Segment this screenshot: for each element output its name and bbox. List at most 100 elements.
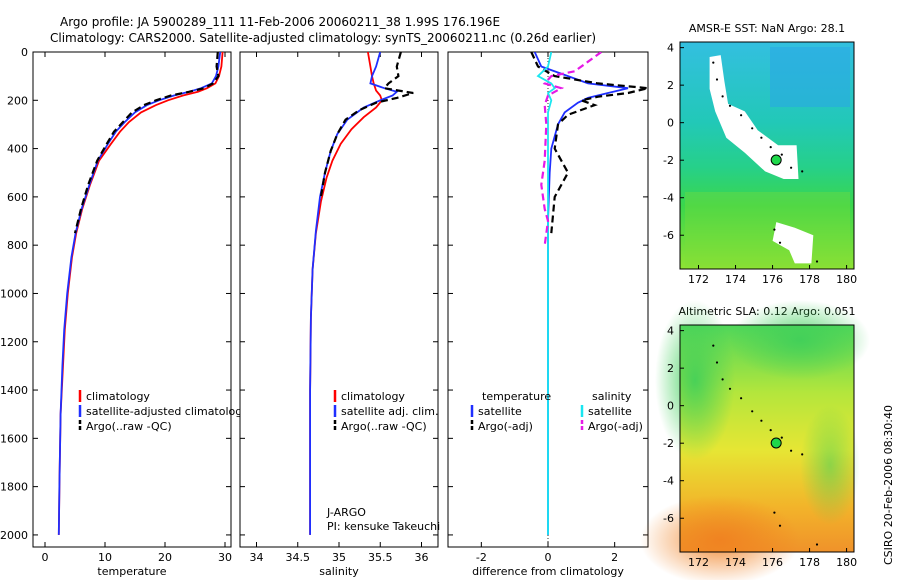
- island-marker: [801, 170, 804, 173]
- map-y-tick-label: 4: [667, 325, 674, 338]
- island-marker: [751, 127, 754, 130]
- amsre-sst-title: AMSR-E SST: NaN Argo: 28.1: [689, 22, 845, 35]
- sst-map-panel: AMSR-E SST: NaN Argo: 28.1 172 174 176 178 18…: [663, 22, 857, 286]
- map-y-tick-label: -2: [663, 154, 674, 167]
- difference-series-salinity-argo-adj-: [540, 52, 602, 246]
- map-y-tick-label: 0: [667, 117, 674, 130]
- legend-entry: Argo(-adj): [478, 420, 533, 433]
- legend-group-heading: temperature: [482, 390, 551, 403]
- difference-series-salinity-satellite: [536, 52, 556, 535]
- y-tick-label: 1600: [0, 432, 28, 445]
- float-program-label: J-ARGO: [326, 506, 366, 519]
- island-marker: [769, 429, 772, 432]
- difference-series-temperature-argo-adj-: [530, 52, 648, 234]
- salinity-profile-panel: 34 34.5 35 35.5 36 salinity climatology satelli…: [239, 51, 439, 578]
- sla-low-anomaly-region: [655, 300, 735, 460]
- y-tick-label: 0: [21, 46, 28, 59]
- island-marker: [790, 449, 793, 452]
- island-marker: [773, 511, 776, 514]
- y-tick-label: 1400: [0, 384, 28, 397]
- map-x-tick-label: 174: [725, 556, 746, 569]
- map-y-tick-label: -4: [663, 475, 674, 488]
- map-x-tick-label: 176: [762, 273, 783, 286]
- x-tick-label: 34: [250, 551, 264, 564]
- island-marker: [801, 453, 804, 456]
- temperature-series-argo-raw-qc-: [73, 52, 220, 234]
- y-tick-label: 1800: [0, 481, 28, 494]
- temperature-profile-panel: 0 200 400 600 800 1000 1200 1400 1600 1800 2000 0 10…: [0, 46, 249, 578]
- map-y-tick-label: -6: [663, 229, 674, 242]
- salinity-series-argo-raw-qc-: [319, 52, 414, 198]
- sst-no-data-patch: [772, 222, 814, 264]
- sla-low-anomaly-region: [730, 300, 870, 380]
- map-x-tick-label: 178: [799, 273, 820, 286]
- temperature-x-axis-label: temperature: [97, 565, 166, 578]
- island-marker: [815, 260, 819, 263]
- legend-entry: satellite adj. clim.: [341, 405, 438, 418]
- map-y-tick-label: 2: [667, 362, 674, 375]
- island-marker: [712, 61, 715, 64]
- island-marker: [780, 436, 783, 439]
- altimetric-sla-frame: [679, 324, 855, 553]
- y-tick-label: 600: [7, 191, 28, 204]
- island-marker: [778, 524, 782, 527]
- map-x-tick-label: 178: [799, 556, 820, 569]
- sla-low-anomaly-region: [800, 405, 860, 525]
- map-y-tick-label: -6: [663, 512, 674, 525]
- x-tick-label: 35.5: [368, 551, 393, 564]
- salinity-series-satellite-adj-clim-: [309, 52, 399, 535]
- island-marker: [780, 153, 783, 156]
- x-tick-label: 35: [332, 551, 346, 564]
- x-tick-label: 20: [158, 551, 172, 564]
- figure-title-line1: Argo profile: JA 5900289_111 11-Feb-2006…: [60, 15, 500, 29]
- legend-entry: climatology: [341, 390, 405, 403]
- island-marker: [778, 241, 782, 244]
- map-y-tick-label: -4: [663, 192, 674, 205]
- legend-entry: Argo(..raw -QC): [86, 420, 172, 433]
- y-tick-label: 800: [7, 239, 28, 252]
- island-marker: [715, 78, 719, 81]
- y-tick-label: 1000: [0, 287, 28, 300]
- map-y-tick-label: -2: [663, 437, 674, 450]
- sst-no-data-patch: [709, 55, 799, 179]
- island-marker: [728, 387, 732, 390]
- map-x-tick-label: 174: [725, 273, 746, 286]
- y-tick-label: 2000: [0, 529, 28, 542]
- amsre-sst-frame: [679, 41, 855, 270]
- x-tick-label: 0: [42, 551, 49, 564]
- island-marker: [715, 361, 719, 364]
- map-x-tick-label: 172: [688, 273, 709, 286]
- island-marker: [790, 166, 793, 169]
- salinity-axes-frame: [239, 51, 439, 548]
- x-tick-label: 10: [98, 551, 112, 564]
- y-tick-label: 400: [7, 143, 28, 156]
- map-x-tick-label: 180: [836, 556, 857, 569]
- map-x-tick-label: 172: [688, 556, 709, 569]
- island-marker: [740, 397, 743, 400]
- argo-position-marker: [770, 154, 782, 166]
- map-y-tick-label: 4: [667, 42, 674, 55]
- island-marker: [728, 104, 732, 107]
- legend-entry: Argo(-adj): [588, 420, 643, 433]
- sla-map-panel: Altimetric SLA: 0.12 Argo: 0.05117217417…: [640, 300, 870, 580]
- island-marker: [773, 228, 776, 231]
- temperature-axes-frame: [32, 51, 232, 548]
- y-tick-label: 1200: [0, 336, 28, 349]
- legend-group-heading: salinity: [592, 390, 632, 403]
- x-tick-label: 34.5: [286, 551, 311, 564]
- island-marker: [769, 146, 772, 149]
- legend-entry: satellite-adjusted climatology: [86, 405, 249, 418]
- legend-entry: Argo(..raw -QC): [341, 420, 427, 433]
- map-x-tick-label: 180: [836, 273, 857, 286]
- island-marker: [740, 114, 743, 117]
- island-marker: [751, 410, 754, 413]
- x-tick-label: -2: [476, 551, 487, 564]
- island-marker: [712, 344, 715, 347]
- map-y-tick-label: 2: [667, 79, 674, 92]
- x-tick-label: 2: [611, 551, 618, 564]
- legend-entry: climatology: [86, 390, 150, 403]
- difference-x-axis-label: difference from climatology: [472, 565, 624, 578]
